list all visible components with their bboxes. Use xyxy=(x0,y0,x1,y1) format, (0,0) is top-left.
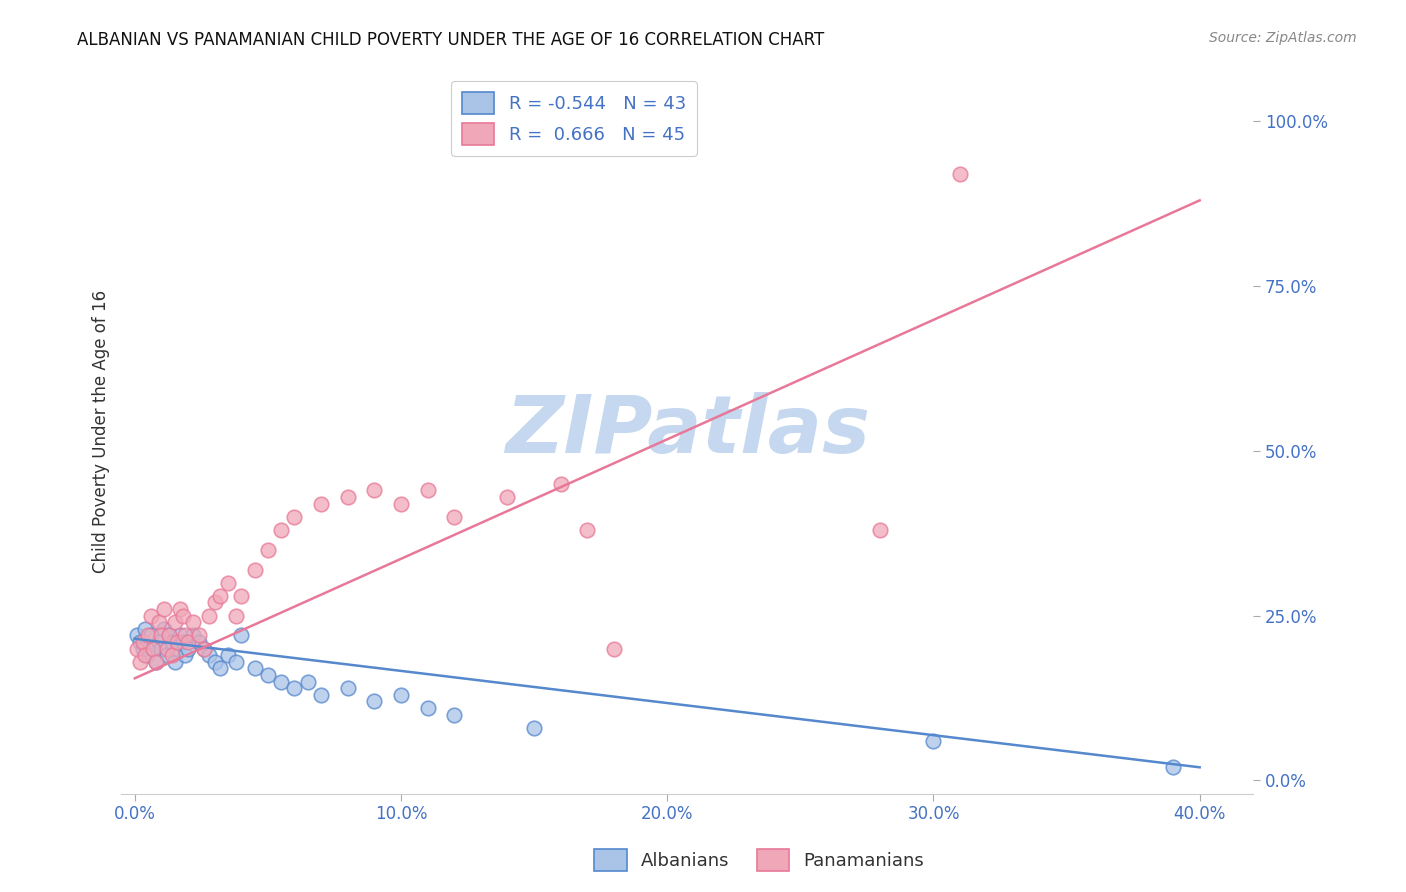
Point xyxy=(134,648,156,663)
Point xyxy=(157,628,180,642)
Point xyxy=(127,628,149,642)
Point xyxy=(204,655,226,669)
Point xyxy=(523,721,546,735)
Point xyxy=(136,628,159,642)
Point xyxy=(148,635,170,649)
Point xyxy=(148,615,170,630)
Point xyxy=(416,483,439,498)
Point xyxy=(270,674,292,689)
Point xyxy=(309,497,332,511)
Point xyxy=(142,641,165,656)
Point xyxy=(136,648,159,663)
Text: Source: ZipAtlas.com: Source: ZipAtlas.com xyxy=(1209,31,1357,45)
Point xyxy=(198,648,221,663)
Point xyxy=(217,575,239,590)
Point xyxy=(163,615,186,630)
Point xyxy=(496,490,519,504)
Point xyxy=(157,628,180,642)
Legend: R = -0.544   N = 43, R =  0.666   N = 45: R = -0.544 N = 43, R = 0.666 N = 45 xyxy=(451,81,697,156)
Point xyxy=(145,655,167,669)
Point xyxy=(550,476,572,491)
Point xyxy=(153,602,176,616)
Point xyxy=(163,655,186,669)
Point xyxy=(243,661,266,675)
Point xyxy=(231,628,253,642)
Point xyxy=(174,628,197,642)
Point xyxy=(142,641,165,656)
Point xyxy=(166,635,188,649)
Point xyxy=(174,648,197,663)
Point xyxy=(389,688,412,702)
Point xyxy=(169,628,191,642)
Legend: Albanians, Panamanians: Albanians, Panamanians xyxy=(586,842,932,879)
Point xyxy=(156,648,179,663)
Point xyxy=(129,635,152,649)
Point xyxy=(363,694,385,708)
Point xyxy=(129,655,152,669)
Point xyxy=(132,641,155,656)
Y-axis label: Child Poverty Under the Age of 16: Child Poverty Under the Age of 16 xyxy=(93,290,110,573)
Point xyxy=(243,562,266,576)
Point xyxy=(156,641,179,656)
Point xyxy=(336,490,359,504)
Point xyxy=(169,602,191,616)
Point xyxy=(309,688,332,702)
Point xyxy=(145,655,167,669)
Point xyxy=(297,674,319,689)
Point xyxy=(160,648,183,663)
Point xyxy=(443,509,465,524)
Point xyxy=(166,641,188,656)
Point xyxy=(181,615,204,630)
Point xyxy=(270,523,292,537)
Point xyxy=(172,635,194,649)
Point xyxy=(257,542,280,557)
Point xyxy=(443,707,465,722)
Point xyxy=(869,523,891,537)
Point xyxy=(134,622,156,636)
Point xyxy=(172,608,194,623)
Point xyxy=(225,655,247,669)
Point xyxy=(139,608,162,623)
Point xyxy=(160,635,183,649)
Point xyxy=(576,523,599,537)
Text: ZIPatlas: ZIPatlas xyxy=(505,392,870,470)
Point xyxy=(922,734,945,748)
Point xyxy=(139,628,162,642)
Point xyxy=(283,509,305,524)
Point xyxy=(127,641,149,656)
Point xyxy=(150,628,173,642)
Point xyxy=(389,497,412,511)
Point xyxy=(187,628,209,642)
Point xyxy=(283,681,305,696)
Point xyxy=(204,595,226,609)
Point xyxy=(949,167,972,181)
Point xyxy=(257,668,280,682)
Point xyxy=(363,483,385,498)
Point xyxy=(225,608,247,623)
Point xyxy=(193,641,215,656)
Point xyxy=(198,608,221,623)
Point xyxy=(603,641,626,656)
Point xyxy=(181,628,204,642)
Point xyxy=(208,661,231,675)
Point xyxy=(193,641,215,656)
Point xyxy=(153,622,176,636)
Point xyxy=(177,641,200,656)
Text: ALBANIAN VS PANAMANIAN CHILD POVERTY UNDER THE AGE OF 16 CORRELATION CHART: ALBANIAN VS PANAMANIAN CHILD POVERTY UND… xyxy=(77,31,824,49)
Point xyxy=(336,681,359,696)
Point xyxy=(1161,760,1184,774)
Point xyxy=(177,635,200,649)
Point xyxy=(208,589,231,603)
Point xyxy=(231,589,253,603)
Point xyxy=(217,648,239,663)
Point xyxy=(132,635,155,649)
Point xyxy=(150,641,173,656)
Point xyxy=(416,701,439,715)
Point xyxy=(187,635,209,649)
